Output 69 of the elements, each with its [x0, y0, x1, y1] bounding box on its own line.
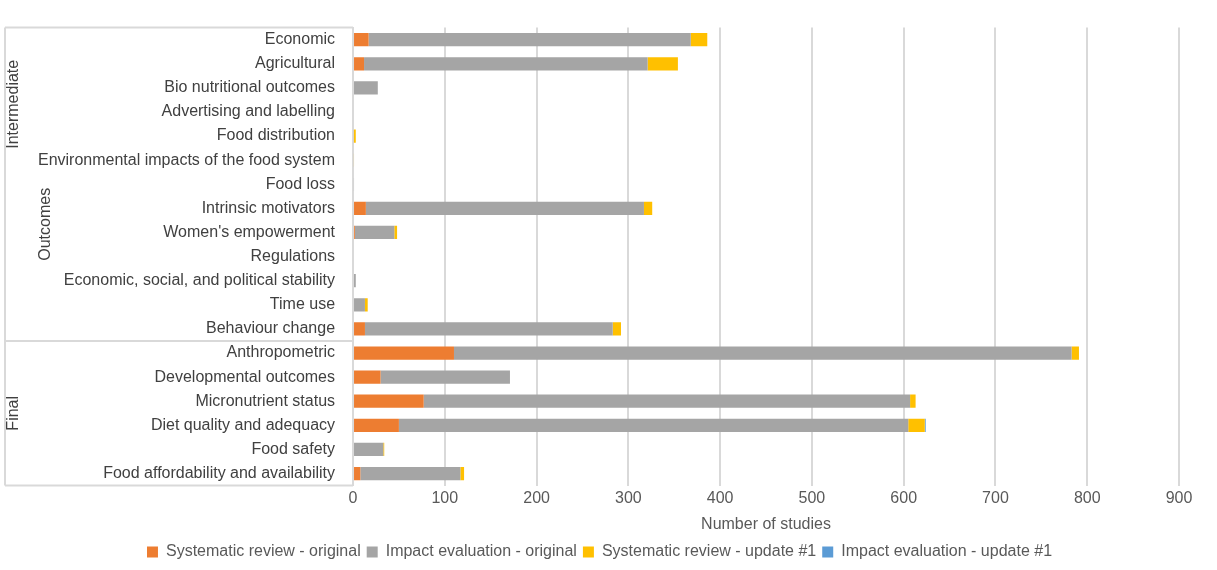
bar: [354, 370, 381, 384]
bar: [354, 298, 365, 312]
bar: [643, 201, 653, 216]
text: Final: [4, 395, 22, 431]
bar: [354, 418, 399, 432]
bar: [380, 370, 510, 384]
bar: [354, 33, 369, 47]
y-tick-label: Developmental outcomes: [154, 367, 336, 385]
x-tick-label: 100: [431, 488, 459, 506]
bar: [354, 346, 454, 360]
y-tick-label: Women's empowerment: [163, 222, 336, 240]
y-tick-label: Economic, social, and political stability: [63, 271, 336, 289]
bar: [423, 394, 911, 408]
x-axis-title: Number of studies: [701, 514, 831, 532]
bar: [364, 298, 368, 312]
bar: [690, 33, 708, 47]
y-tick-label: Anthropometric: [226, 343, 336, 361]
y-tick-label: Time use: [269, 295, 336, 313]
bar: [910, 394, 916, 408]
y-tick-label: Diet quality and adequacy: [150, 415, 336, 433]
x-tick-label: 600: [890, 488, 918, 506]
x-tick-label: 400: [706, 488, 734, 506]
bar: [354, 81, 378, 95]
y-tick-label: Food safety: [251, 439, 336, 457]
bar: [365, 201, 644, 216]
bar: [368, 33, 691, 47]
y-tick-label: Agricultural: [254, 54, 336, 72]
bar: [612, 322, 622, 336]
x-tick-label: 700: [982, 488, 1009, 506]
y-tick-label: Environmental impacts of the food system: [37, 150, 336, 168]
bar: [354, 57, 365, 71]
x-tick-label: 800: [1073, 488, 1101, 506]
y-tick-label: Behaviour change: [206, 319, 336, 337]
text: Outcomes: [36, 187, 54, 261]
bar: [1071, 346, 1079, 360]
y-tick-label: Micronutrient status: [195, 391, 336, 409]
x-tick-label: 500: [798, 488, 826, 506]
legend-label: Systematic review - update #1: [601, 542, 817, 560]
bar: [394, 225, 398, 240]
x-tick-label: 900: [1165, 488, 1193, 506]
x-tick-label: 300: [615, 488, 642, 506]
bar: [354, 322, 365, 336]
y-tick-label: Food distribution: [216, 126, 336, 144]
bar: [354, 201, 366, 216]
y-tick-label: Food affordability and availability: [103, 463, 336, 481]
bar: [354, 225, 395, 240]
y-tick-label: Bio nutritional outcomes: [164, 78, 336, 96]
bar: [354, 466, 361, 481]
bar: [908, 418, 925, 432]
bar: [360, 466, 461, 481]
y-tick-label: Intrinsic motivators: [201, 198, 336, 216]
y-tick-label: Economic: [264, 30, 336, 48]
y-tick-label: Regulations: [250, 247, 336, 265]
bar: [647, 57, 678, 71]
bar: [364, 322, 613, 336]
legend-label: Systematic review - original: [165, 542, 361, 560]
bar: [460, 466, 465, 481]
x-tick-label: 200: [523, 488, 551, 506]
bar: [354, 394, 424, 408]
bar: [354, 442, 384, 457]
legend-label: Impact evaluation - update #1: [841, 542, 1053, 560]
bar: [453, 346, 1072, 360]
bar: [364, 57, 648, 71]
bar: [398, 418, 909, 432]
legend-label: Impact evaluation - original: [385, 542, 577, 560]
y-tick-label: Food loss: [265, 174, 336, 192]
text: Intermediate: [4, 59, 22, 149]
x-tick-label: 0: [348, 488, 358, 506]
y-tick-label: Advertising and labelling: [161, 102, 336, 120]
